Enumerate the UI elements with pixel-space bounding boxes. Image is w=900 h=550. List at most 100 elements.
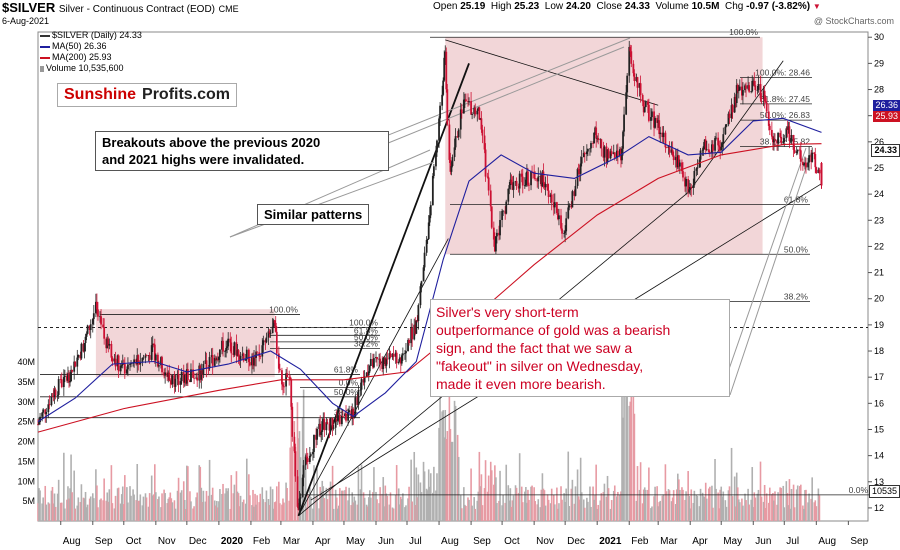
fib-level-label: 50.0%: 26.83 (760, 110, 810, 120)
price-candle-body (335, 419, 338, 421)
x-tick-label: May (346, 536, 365, 547)
price-candle-body (145, 355, 148, 357)
price-candle-body (199, 365, 202, 380)
price-candle-body (166, 372, 169, 377)
price-candle-body (484, 149, 487, 177)
price-candle-body (71, 369, 74, 372)
price-candle-body (294, 451, 297, 477)
volume-bar (787, 505, 790, 521)
price-candle-body (523, 185, 526, 187)
price-candle-body (728, 113, 731, 119)
volume-bar (704, 482, 707, 521)
volume-bar (547, 499, 550, 521)
volume-bar (41, 503, 43, 521)
volume-bar (177, 477, 180, 521)
volume-bar (648, 467, 650, 521)
volume-bar (296, 402, 299, 521)
price-candle-body (817, 169, 820, 174)
volume-bar (549, 503, 552, 521)
volume-bar (583, 507, 586, 521)
volume-bar (632, 371, 635, 521)
volume-bar (557, 508, 559, 521)
price-candle-body (810, 155, 813, 162)
volume-bar (560, 486, 562, 521)
price-candle-body (271, 326, 274, 334)
volume-bar (511, 500, 514, 521)
price-candle-body (505, 201, 508, 214)
volume-bar (214, 505, 217, 521)
volume-bar (306, 493, 309, 521)
volume-bar (339, 488, 341, 521)
price-candle-body (351, 408, 354, 419)
price-candle-body (496, 232, 498, 237)
price-candle-body (226, 346, 229, 348)
price-candle-body (705, 149, 708, 151)
volume-bar (312, 508, 314, 521)
volume-bar (76, 505, 79, 521)
price-candle-body (153, 344, 156, 361)
volume-bar (227, 488, 229, 521)
price-candle-body (413, 324, 416, 340)
volume-bar (546, 494, 549, 521)
volume-bar (556, 487, 558, 521)
price-candle-body (251, 357, 253, 366)
y-tick-label: 30 (874, 32, 884, 42)
volume-bar (769, 487, 771, 521)
price-candle-body (94, 301, 97, 314)
price-candle-body (674, 157, 677, 161)
volume-bar (414, 505, 417, 521)
volume-bar (764, 507, 767, 521)
price-candle-body (102, 324, 105, 328)
price-candle-body (68, 373, 70, 383)
price-candle-body (754, 85, 757, 90)
volume-bar (68, 498, 70, 521)
price-candle-body (478, 107, 481, 120)
price-candle-body (563, 233, 566, 234)
volume-bar (235, 471, 238, 521)
volume-bar (366, 506, 369, 521)
price-candle-body (183, 375, 186, 383)
volume-bar (245, 458, 248, 521)
price-candle-body (687, 178, 690, 193)
volume-bar (249, 495, 251, 521)
volume-bar (351, 492, 354, 521)
price-candle-body (613, 152, 616, 158)
price-candle-body (332, 427, 335, 429)
legend-ma50: MA(50) 26.36 (40, 41, 107, 51)
price-candle-body (583, 152, 586, 155)
volume-bar (709, 486, 711, 521)
price-candle-body (227, 338, 230, 347)
volume-bar (531, 485, 533, 521)
price-candle-body (727, 113, 730, 125)
high-value: 25.23 (514, 1, 540, 12)
volume-bar (501, 505, 503, 521)
volume-bar (493, 484, 495, 521)
volume-bar (160, 507, 162, 521)
down-triangle-icon: ▼ (812, 2, 821, 11)
price-candle-body (790, 134, 793, 141)
volume-bar (100, 498, 102, 521)
price-candle-body (138, 362, 141, 365)
volume-bar (89, 496, 92, 521)
volume-bar (137, 500, 140, 521)
price-candle-body (643, 107, 646, 113)
volume-bar (66, 499, 68, 521)
price-candle-body (353, 416, 356, 418)
price-candle-body (394, 352, 397, 357)
volume-bar (753, 492, 756, 521)
price-candle-body (416, 320, 419, 322)
volume-bar (763, 484, 766, 521)
volume-bar (411, 501, 413, 521)
volume-bar (737, 499, 740, 521)
volume-bar (779, 487, 781, 521)
volume-bar (656, 486, 658, 521)
volume-bar (564, 501, 566, 521)
volume-bar (288, 500, 290, 521)
volume-bar (610, 500, 613, 521)
price-candle-body (619, 149, 621, 156)
y-tick-label: 28 (874, 85, 884, 95)
price-candle-body (770, 129, 773, 137)
volume-tick-label: 15M (17, 456, 35, 466)
volume-bar (695, 494, 698, 521)
price-candle-body (110, 343, 113, 358)
